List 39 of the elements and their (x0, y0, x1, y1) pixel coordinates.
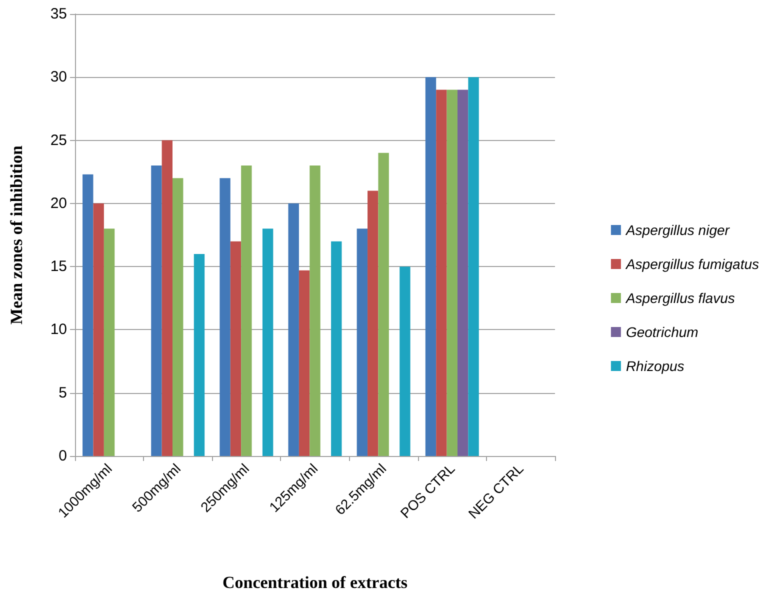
y-tick-label: 0 (58, 448, 67, 464)
bar (446, 90, 458, 456)
bar (368, 190, 378, 456)
legend-label: Rhizopus (626, 358, 684, 374)
bar (436, 90, 447, 456)
bar (93, 203, 104, 456)
x-axis-title: Concentration of extracts (222, 573, 408, 592)
y-tick-label: 15 (50, 258, 67, 276)
bar (331, 241, 342, 456)
bar (378, 152, 389, 456)
bar (82, 174, 94, 456)
bar (310, 166, 320, 456)
legend-label: Aspergillus niger (624, 222, 731, 238)
bar (172, 178, 184, 456)
bar (298, 270, 310, 456)
legend-label: Aspergillus flavus (624, 290, 735, 306)
bar (230, 241, 242, 456)
bar (104, 228, 115, 456)
y-tick-label: 35 (50, 6, 67, 22)
y-axis-title: Mean zones of inhibition (7, 144, 26, 324)
bar (241, 166, 252, 456)
legend-label: Aspergillus fumigatus (624, 256, 759, 272)
y-tick-label: 25 (50, 132, 67, 149)
bar (425, 77, 436, 456)
y-tick-label: 20 (50, 194, 67, 212)
bar (220, 178, 230, 456)
y-tick-label: 30 (50, 68, 67, 86)
y-tick-label: 10 (50, 321, 67, 338)
bar (194, 254, 205, 456)
bar (262, 228, 274, 456)
legend-label: Geotrichum (626, 324, 699, 340)
bar (356, 228, 368, 456)
bar (288, 203, 299, 456)
bar (162, 140, 173, 456)
bar (400, 266, 410, 456)
bar (468, 77, 479, 456)
y-tick-label: 5 (58, 384, 67, 402)
bar (457, 90, 468, 456)
bar (151, 166, 162, 456)
